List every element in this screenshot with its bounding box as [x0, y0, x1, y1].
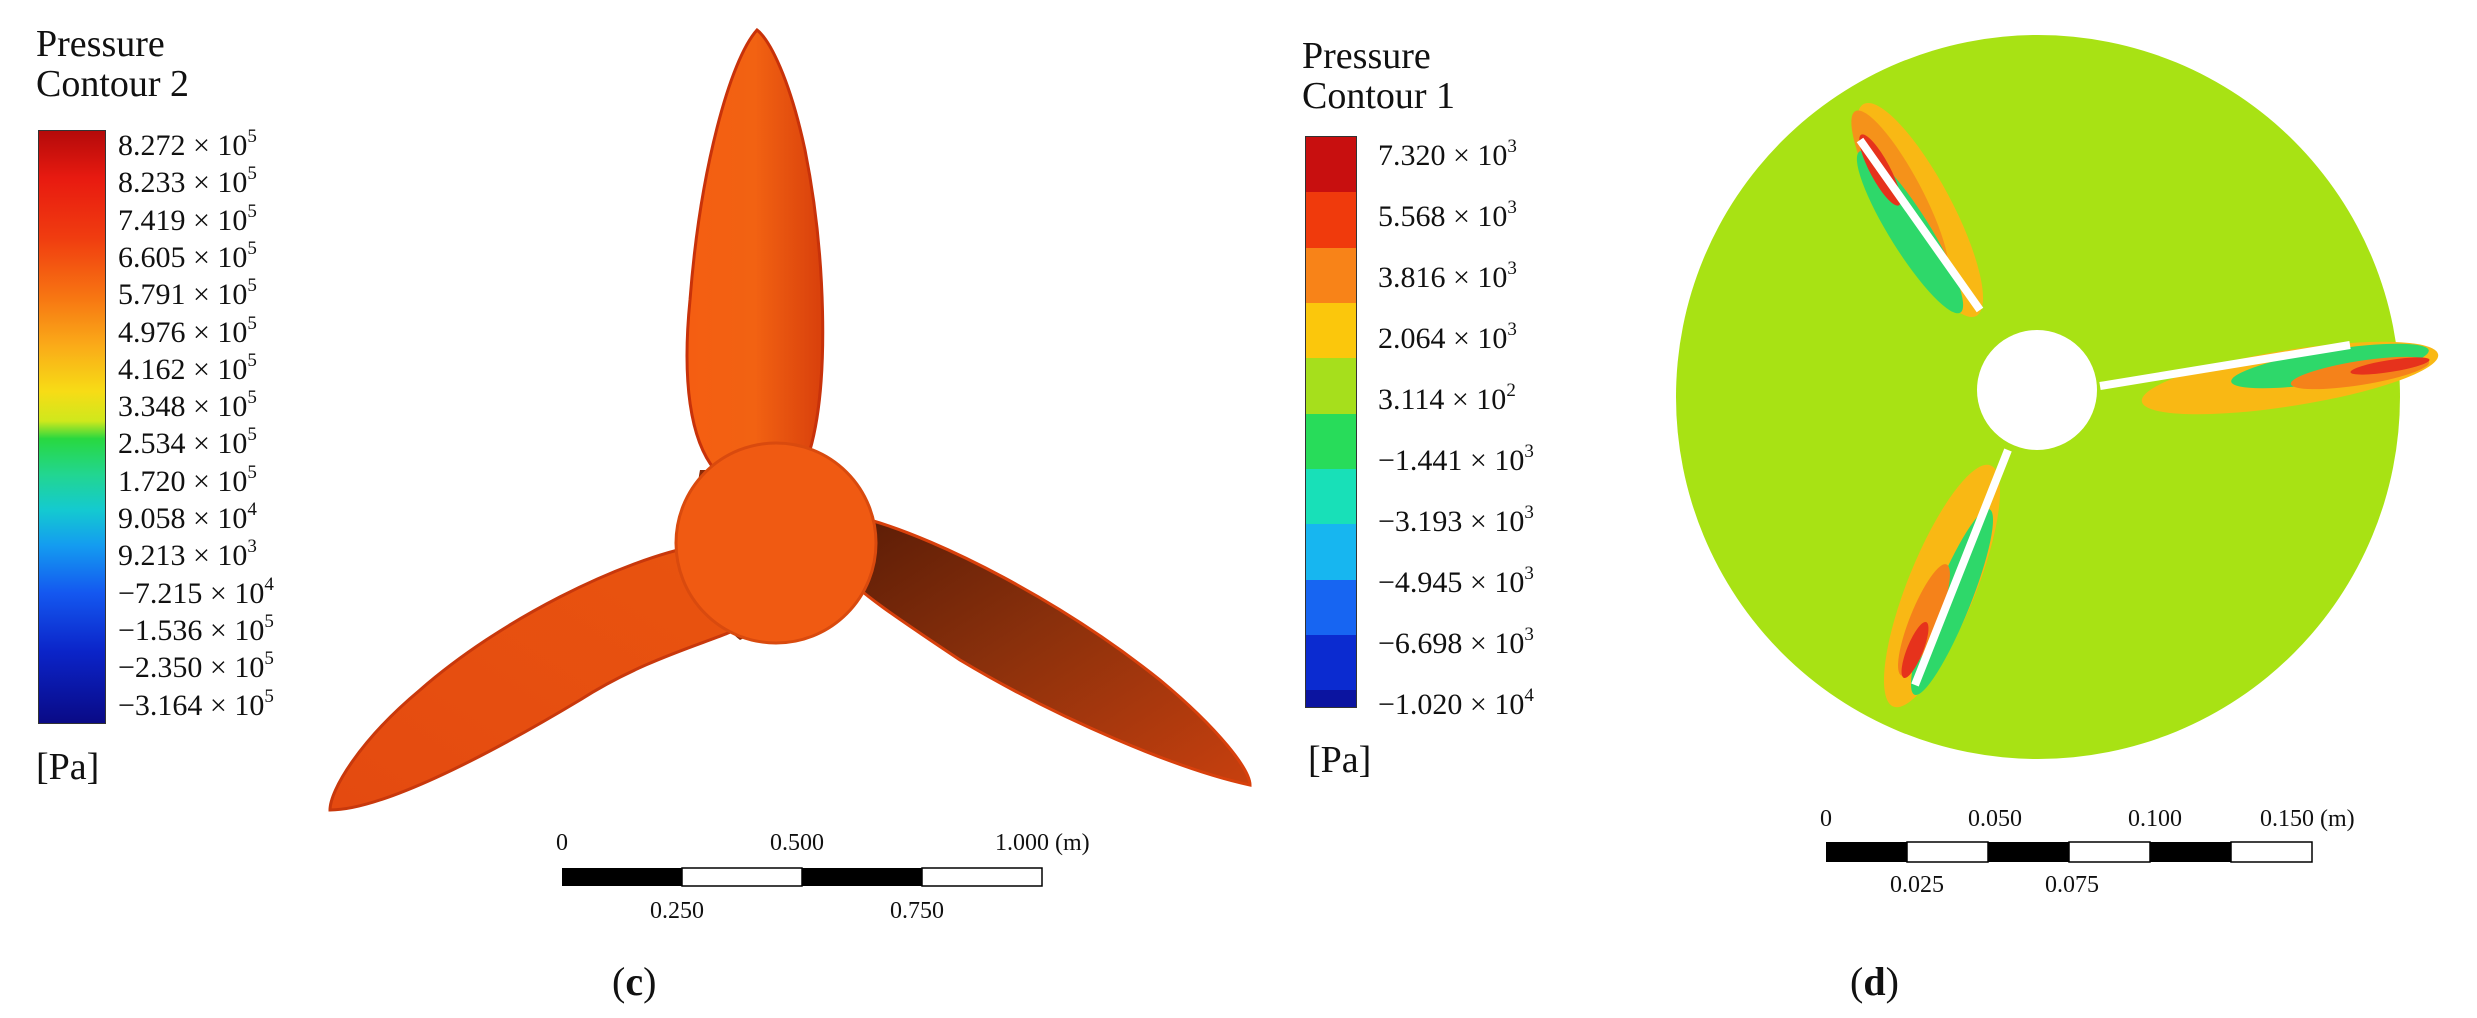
scale-bar-c-top-2: 1.000 (m) [995, 830, 1090, 856]
blade-section-lower-left [1883, 448, 2012, 708]
scale-bar-d-top-0: 0 [1820, 806, 1832, 832]
legend-d-band-9 [1306, 635, 1356, 691]
legend-d-tick-6: −3.193 × 103 [1378, 502, 1534, 538]
blade-section-right [2099, 341, 2439, 415]
caption-d: (d) [1850, 959, 1899, 1004]
legend-d-band-10 [1306, 690, 1356, 708]
legend-d-band-4 [1306, 358, 1356, 414]
legend-d-title: Pressure Contour 1 [1302, 36, 1455, 116]
panel-d: Pressure Contour 1 7.320 × 103 5.568 × 10… [1270, 0, 2477, 1018]
legend-c-tick-7: 3.348 × 105 [118, 387, 257, 424]
legend-c-tick-6: 4.162 × 105 [118, 349, 257, 386]
caption-c: (c) [612, 959, 657, 1004]
scale-bar-c-bottom-1: 0.750 [890, 898, 944, 924]
scale-bar-c-bottom-0: 0.250 [650, 898, 704, 924]
blade-section-upper-left [1851, 102, 1984, 318]
scale-bar-d [1826, 820, 2316, 880]
hub [674, 441, 878, 645]
legend-d-colorbar [1305, 136, 1357, 708]
legend-d-band-5 [1306, 413, 1356, 470]
legend-d-tick-5: −1.441 × 103 [1378, 441, 1534, 477]
legend-c-title: Pressure Contour 2 [36, 24, 189, 104]
hub-cutout [1977, 330, 2097, 450]
rotor-section-view [1676, 35, 2439, 759]
legend-c-tick-5: 4.976 × 105 [118, 312, 257, 349]
legend-d-band-7 [1306, 524, 1356, 580]
legend-d-tick-0: 7.320 × 103 [1378, 136, 1517, 172]
legend-d-tick-3: 2.064 × 103 [1378, 319, 1517, 355]
scale-bar-c [562, 828, 1043, 888]
legend-c-title-line1: Pressure [36, 23, 165, 65]
legend-c-tick-3: 6.605 × 105 [118, 237, 257, 274]
panel-c: Pressure Contour 2 8.272 × 105 8.233 × 10… [36, 24, 1252, 1004]
legend-d-band-2 [1306, 247, 1356, 304]
legend-d-band-8 [1306, 579, 1356, 636]
legend-c-tick-11: 9.213 × 103 [118, 536, 257, 573]
legend-c-tick-13: −1.536 × 105 [118, 610, 274, 647]
caption-d-letter: d [1863, 959, 1886, 1004]
legend-c-tick-2: 7.419 × 105 [118, 200, 257, 237]
scale-bar-c-top-1: 0.500 [770, 830, 824, 856]
legend-d-tick-8: −6.698 × 103 [1378, 624, 1534, 660]
legend-d-tick-9: −1.020 × 104 [1378, 685, 1534, 721]
legend-d-title-line2: Contour 1 [1302, 75, 1456, 117]
scale-bar-d-top-2: 0.100 [2128, 806, 2182, 832]
legend-d-unit: [Pa] [1308, 739, 1372, 781]
legend-c-tick-12: −7.215 × 104 [118, 573, 274, 610]
legend-d-tick-1: 5.568 × 103 [1378, 197, 1517, 233]
legend-d-band-1 [1306, 192, 1356, 248]
legend-d-tick-4: 3.114 × 102 [1378, 380, 1516, 416]
legend-d-band-3 [1306, 303, 1356, 359]
legend-d-title-line1: Pressure [1302, 35, 1431, 77]
scale-bar-d-top-3: 0.150 (m) [2260, 806, 2355, 832]
legend-c-tick-14: −2.350 × 105 [118, 648, 274, 685]
propeller-3d-view [328, 27, 1252, 812]
legend-c-title-line2: Contour 2 [36, 63, 190, 105]
legend-c-tick-4: 5.791 × 105 [118, 275, 257, 312]
legend-d-tick-2: 3.816 × 103 [1378, 258, 1517, 294]
scale-bar-c-top-0: 0 [556, 830, 568, 856]
legend-c-tick-1: 8.233 × 105 [118, 163, 257, 200]
blade-top [685, 27, 825, 472]
scale-bar-d-bottom-1: 0.075 [2045, 872, 2099, 898]
legend-d-band-6 [1306, 469, 1356, 525]
blade-left [328, 543, 748, 812]
scale-bar-d-top-1: 0.050 [1968, 806, 2022, 832]
legend-c-colorbar [38, 130, 106, 724]
legend-d-band-0 [1306, 137, 1356, 193]
legend-c-tick-10: 9.058 × 104 [118, 499, 257, 535]
legend-c-tick-0: 8.272 × 105 [118, 126, 257, 162]
blade-right [838, 518, 1252, 787]
legend-c-tick-9: 1.720 × 105 [118, 461, 257, 498]
scale-bar-d-bottom-0: 0.025 [1890, 872, 1944, 898]
legend-c-tick-8: 2.534 × 105 [118, 424, 257, 461]
legend-c-unit: [Pa] [36, 746, 100, 788]
legend-d-tick-7: −4.945 × 103 [1378, 563, 1534, 599]
caption-c-letter: c [625, 959, 644, 1004]
legend-c-tick-15: −3.164 × 105 [118, 685, 274, 722]
